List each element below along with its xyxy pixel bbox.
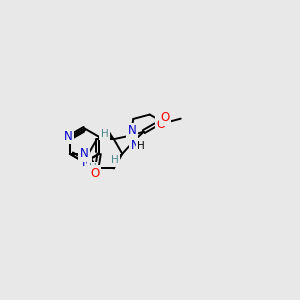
Text: N: N [80, 147, 88, 160]
Text: H: H [137, 141, 145, 151]
Text: O: O [90, 167, 99, 180]
Text: H: H [89, 164, 97, 173]
Text: N: N [131, 139, 140, 152]
Text: N: N [64, 130, 73, 142]
Text: H: H [101, 129, 109, 139]
Polygon shape [103, 129, 114, 139]
Text: H: H [111, 155, 119, 165]
Text: N: N [82, 156, 90, 169]
Text: O: O [160, 111, 170, 124]
Text: N: N [128, 124, 136, 137]
Text: O: O [156, 118, 166, 130]
Polygon shape [112, 154, 122, 164]
